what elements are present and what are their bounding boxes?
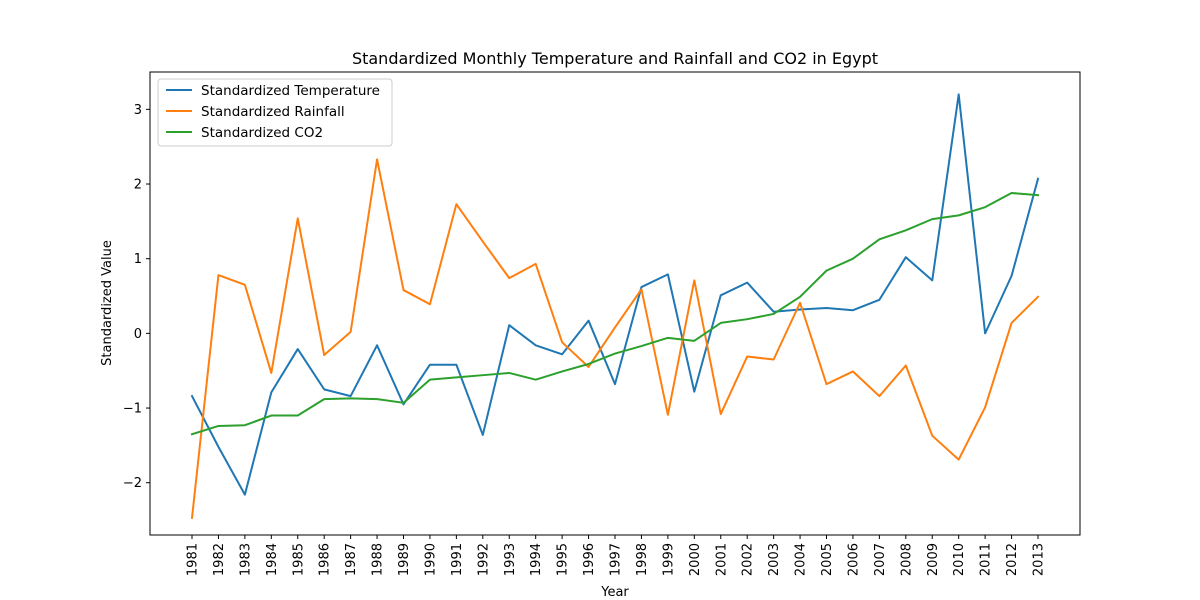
x-tick-label: 2013 (1032, 543, 1047, 576)
x-tick-label: 1999 (661, 543, 676, 576)
x-tick-label: 2012 (1005, 543, 1020, 576)
x-tick-label: 1988 (371, 543, 386, 576)
y-tick-label: 3 (134, 103, 142, 118)
legend-entry-label: Standardized Rainfall (201, 104, 345, 120)
x-tick-label: 1991 (450, 543, 465, 576)
x-tick-label: 2007 (873, 543, 888, 576)
series-line-1 (190, 93, 1040, 496)
x-tick-label: 2006 (846, 543, 861, 576)
x-tick-label: 1998 (635, 543, 650, 576)
x-tick-label: 1981 (186, 543, 201, 576)
x-tick-label: 1995 (556, 543, 571, 576)
legend-entry-label: Standardized Temperature (201, 83, 380, 99)
legend-entry-label: Standardized CO2 (201, 125, 323, 141)
x-tick-label: 1992 (476, 543, 491, 576)
x-tick-label: 1993 (503, 543, 518, 576)
x-tick-label: 1982 (212, 543, 227, 576)
x-tick-label: 1994 (529, 543, 544, 576)
legend: Standardized Temperature Standardized Rai… (157, 78, 393, 147)
x-tick-label: 2001 (714, 543, 729, 576)
x-tick-label: 2004 (794, 543, 809, 576)
x-tick-label: 1987 (344, 543, 359, 576)
x-tick-label: 2000 (688, 543, 703, 576)
y-tick-label: 2 (134, 178, 142, 193)
x-tick-label: 1990 (423, 543, 438, 576)
y-tick-label: −1 (123, 402, 142, 417)
x-axis-label: Year (600, 585, 629, 600)
x-tick-label: 1983 (238, 543, 253, 576)
y-axis-label: Standardized Value (100, 240, 115, 366)
x-tick-label: 2008 (899, 543, 914, 576)
x-tick-label: 1997 (609, 543, 624, 576)
x-tick-label: 2010 (952, 543, 967, 576)
y-tick-label: −2 (123, 476, 142, 491)
x-tick-label: 1989 (397, 543, 412, 576)
x-tick-label: 1986 (318, 543, 333, 576)
series-line-3 (190, 191, 1040, 436)
x-tick-label: 1984 (265, 543, 280, 576)
x-tick-label: 2003 (767, 543, 782, 576)
x-tick-label: 1985 (291, 543, 306, 576)
x-tick-label: 2009 (926, 543, 941, 576)
legend-frame (157, 78, 393, 147)
x-tick-label: 2002 (741, 543, 756, 576)
series-line-2 (190, 158, 1040, 519)
x-tick-label: 2011 (979, 543, 994, 576)
y-tick-label: 0 (134, 327, 142, 342)
x-tick-label: 1996 (582, 543, 597, 576)
chart-title: Standardized Monthly Temperature and Rai… (352, 49, 878, 68)
y-tick-label: 1 (134, 252, 142, 267)
x-tick-label: 2005 (820, 543, 835, 576)
